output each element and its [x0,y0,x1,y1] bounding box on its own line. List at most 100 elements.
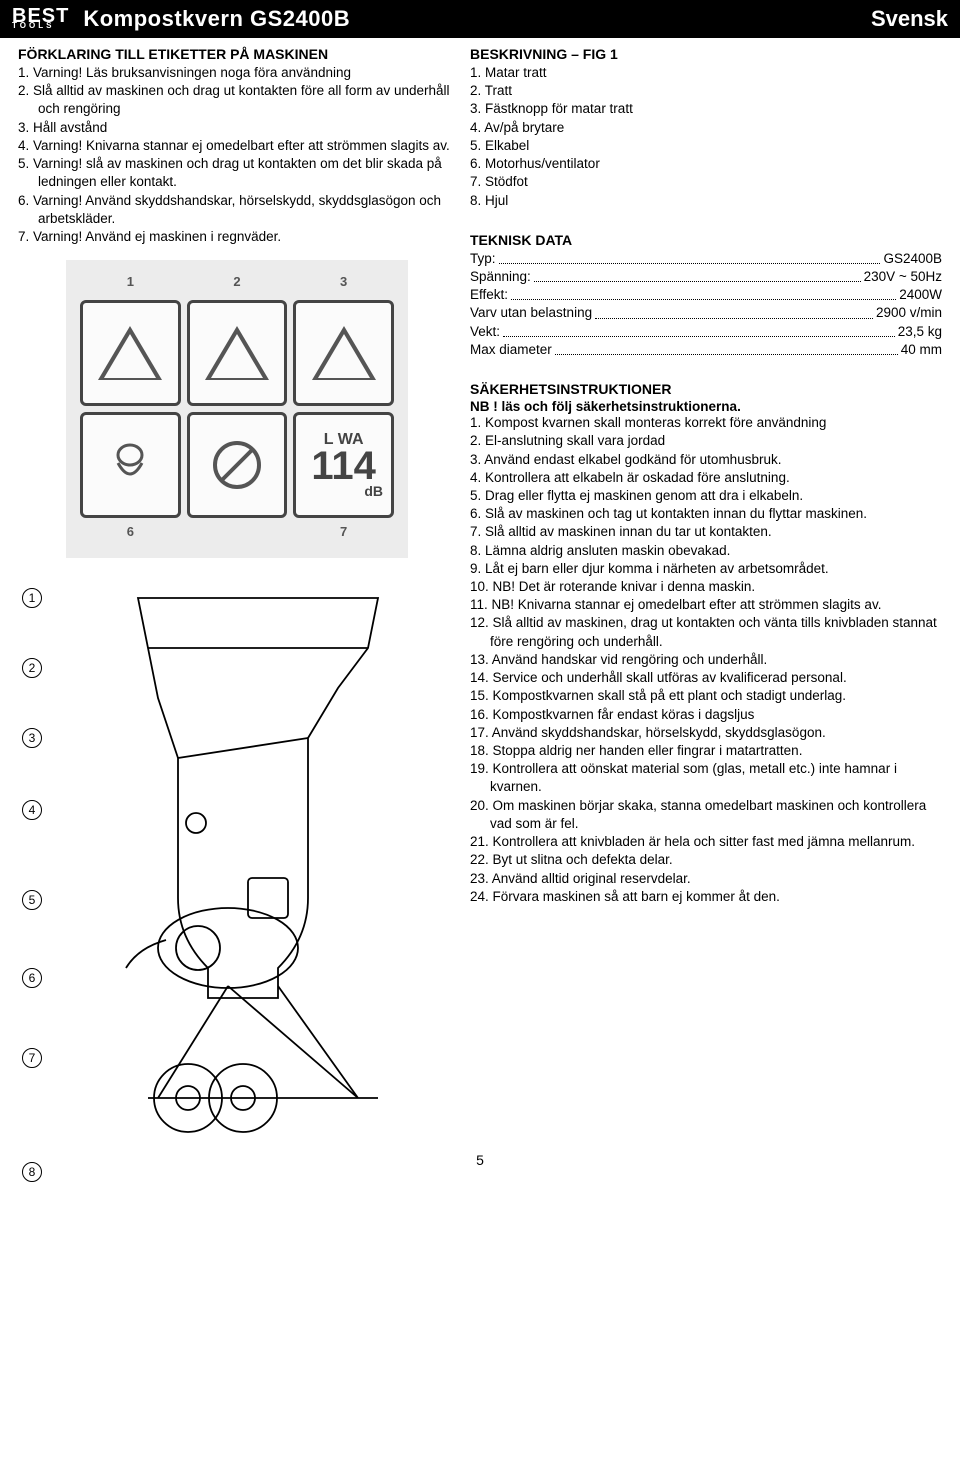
description-item: 6. Motorhus/ventilator [470,155,942,173]
safety-item: 1. Kompost kvarnen skall monteras korrek… [470,414,942,432]
dotted-leader [511,286,896,300]
techdata-label: Effekt: [470,286,508,304]
safety-item: 14. Service och underhåll skall utföras … [470,669,942,687]
safety-item: 19. Kontrollera att oönskat material som… [470,760,942,796]
brand-logo: BEST TOOLS [12,9,69,29]
techdata-label: Varv utan belastning [470,304,592,322]
safety-list: 1. Kompost kvarnen skall monteras korrek… [470,414,942,906]
callout-4: 4 [22,800,42,820]
safety-heading: SÄKERHETSINSTRUKTIONER [470,381,942,397]
safety-item: 5. Drag eller flytta ej maskinen genom a… [470,487,942,505]
callout-column: 1 2 3 4 5 6 7 8 [22,588,42,1182]
warning-label-figure: 1 2 3 L WA 114 dB 6 7 [66,260,408,558]
dotted-leader [499,250,881,264]
safety-item: 21. Kontrollera att knivbladen är hela o… [470,833,942,851]
safety-item: 16. Kompostkvarnen får endast köras i da… [470,706,942,724]
description-item: 7. Stödfot [470,173,942,191]
warning-icon-1 [80,300,181,406]
description-block: BESKRIVNING – FIG 1 1. Matar tratt2. Tra… [470,46,942,210]
techdata-value: 40 mm [901,341,942,359]
dotted-leader [534,268,861,282]
safety-item: 7. Slå alltid av maskinen innan du tar u… [470,523,942,541]
techdata-value: 230V ~ 50Hz [864,268,942,286]
callout-6: 6 [22,968,42,988]
warning-icon-4 [80,412,181,518]
page-number: 5 [0,1146,960,1180]
warning-icon-3 [293,300,394,406]
warning-num-1: 1 [80,274,181,294]
callout-5: 5 [22,890,42,910]
callout-8: 8 [22,1162,42,1182]
description-item: 5. Elkabel [470,137,942,155]
dotted-leader [503,323,895,337]
label-item: 6. Varning! Använd skyddshandskar, hörse… [18,192,450,228]
description-item: 8. Hjul [470,192,942,210]
warning-icon-2 [187,300,288,406]
label-item: 4. Varning! Knivarna stannar ej omedelba… [18,137,450,155]
description-list: 1. Matar tratt2. Tratt3. Fästknopp för m… [470,64,942,210]
techdata-label: Spänning: [470,268,531,286]
page-title: Kompostkvern GS2400B [83,6,871,32]
techdata-value: 2400W [899,286,942,304]
description-item: 4. Av/på brytare [470,119,942,137]
dotted-leader [555,341,898,355]
callout-7: 7 [22,1048,42,1068]
techdata-value: GS2400B [883,250,942,268]
techdata-row: Vekt: 23,5 kg [470,323,942,341]
techdata-rows: Typ: GS2400B Spänning: 230V ~ 50Hz Effekt: 24… [470,250,942,359]
techdata-block: TEKNISK DATA Typ: GS2400B Spänning: 230V ~ … [470,232,942,359]
safety-item: 20. Om maskinen börjar skaka, stanna ome… [470,797,942,833]
techdata-row: Spänning: 230V ~ 50Hz [470,268,942,286]
description-item: 1. Matar tratt [470,64,942,82]
safety-item: 23. Använd alltid original reservdelar. [470,870,942,888]
safety-item: 6. Slå av maskinen och tag ut kontakten … [470,505,942,523]
warning-num-2: 2 [187,274,288,294]
techdata-heading: TEKNISK DATA [470,232,942,248]
safety-item: 2. El-anslutning skall vara jordad [470,432,942,450]
techdata-label: Vekt: [470,323,500,341]
techdata-label: Typ: [470,250,496,268]
label-item: 2. Slå alltid av maskinen och drag ut ko… [18,82,450,118]
safety-item: 10. NB! Det är roterande knivar i denna … [470,578,942,596]
labels-heading: FÖRKLARING TILL ETIKETTER PÅ MASKINEN [18,46,450,62]
techdata-row: Typ: GS2400B [470,250,942,268]
callout-3: 3 [22,728,42,748]
warning-num-7: 7 [293,524,394,544]
safety-item: 22. Byt ut slitna och defekta delar. [470,851,942,869]
techdata-label: Max diameter [470,341,552,359]
safety-item: 9. Låt ej barn eller djur komma i närhet… [470,560,942,578]
description-heading: BESKRIVNING – FIG 1 [470,46,942,62]
shredder-illustration [78,578,438,1138]
label-item: 7. Varning! Använd ej maskinen i regnväd… [18,228,450,246]
safety-item: 13. Använd handskar vid rengöring och un… [470,651,942,669]
safety-item: 8. Lämna aldrig ansluten maskin obevakad… [470,542,942,560]
safety-item: 17. Använd skyddshandskar, hörselskydd, … [470,724,942,742]
description-item: 2. Tratt [470,82,942,100]
label-item: 3. Håll avstånd [18,119,450,137]
shredder-figure: 12345678 [18,578,448,1138]
warning-num-6: 6 [80,524,181,544]
main-content: FÖRKLARING TILL ETIKETTER PÅ MASKINEN 1.… [0,38,960,1146]
header-bar: BEST TOOLS Kompostkvern GS2400B Svensk [0,0,960,38]
left-column: FÖRKLARING TILL ETIKETTER PÅ MASKINEN 1.… [18,46,450,1138]
safety-item: 3. Använd endast elkabel godkänd för uto… [470,451,942,469]
callout-1: 1 [22,588,42,608]
language-label: Svensk [871,6,948,32]
warning-num-3: 3 [293,274,394,294]
noise-level-icon: L WA 114 dB [293,412,394,518]
safety-item: 12. Slå alltid av maskinen, drag ut kont… [470,614,942,650]
label-item: 1. Varning! Läs bruksanvisningen noga fö… [18,64,450,82]
safety-block: SÄKERHETSINSTRUKTIONER NB ! läs och följ… [470,381,942,906]
lwa-unit: dB [364,484,383,498]
techdata-value: 2900 v/min [876,304,942,322]
safety-item: 4. Kontrollera att elkabeln är oskadad f… [470,469,942,487]
safety-item: 11. NB! Knivarna stannar ej omedelbart e… [470,596,942,614]
techdata-row: Max diameter 40 mm [470,341,942,359]
description-item: 3. Fästknopp för matar tratt [470,100,942,118]
techdata-value: 23,5 kg [898,323,942,341]
callout-2: 2 [22,658,42,678]
labels-list: 1. Varning! Läs bruksanvisningen noga fö… [18,64,450,246]
safety-item: 15. Kompostkvarnen skall stå på ett plan… [470,687,942,705]
label-item: 5. Varning! slå av maskinen och drag ut … [18,155,450,191]
lwa-value: 114 [311,448,376,484]
